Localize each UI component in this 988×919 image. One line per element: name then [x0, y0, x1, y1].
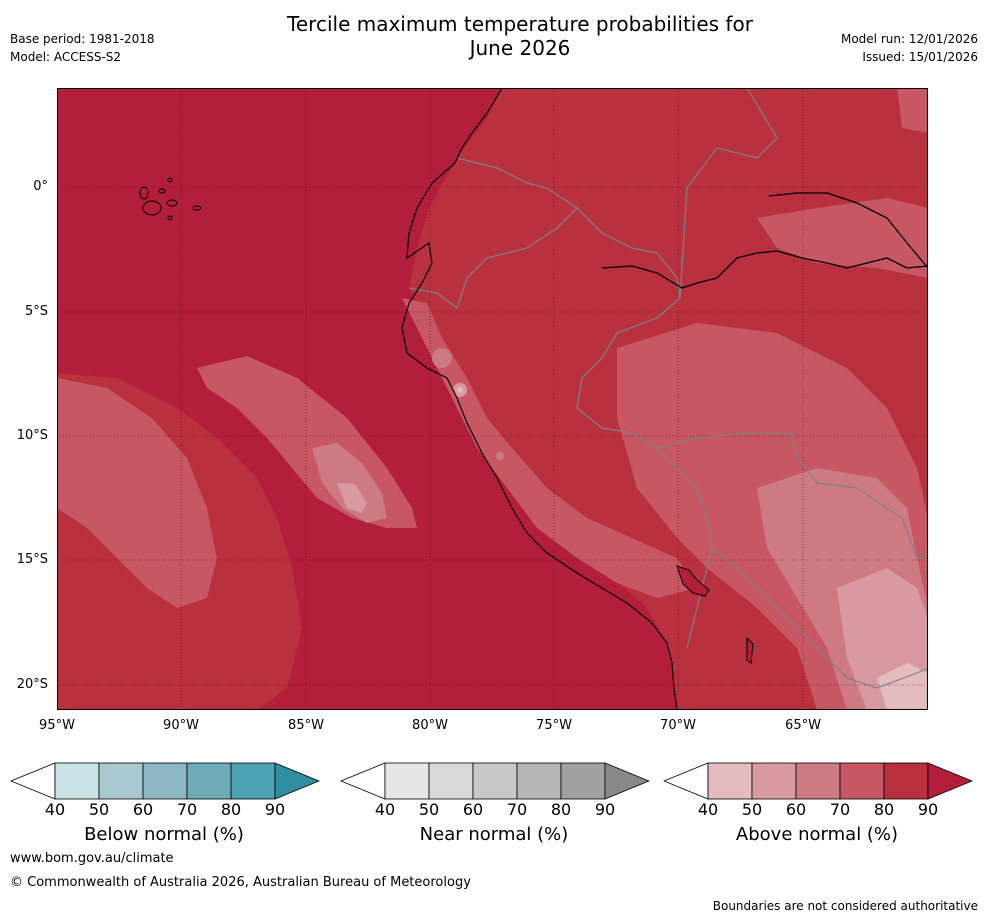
near-normal-colorbar-cell — [560, 762, 606, 800]
near-normal-colorbar-high-cap — [604, 762, 650, 800]
lat-label-20s: 20°S — [16, 677, 48, 692]
country-borders — [408, 88, 928, 689]
near-normal-colorbar-cell — [384, 762, 430, 800]
below-normal-colorbar-cell — [142, 762, 188, 800]
near-normal-colorbar-cell — [516, 762, 562, 800]
title-line-1: Tercile maximum temperature probabilitie… — [287, 12, 753, 36]
below-normal-tick-label: 70 — [176, 800, 198, 819]
below-normal-colorbar-high-cap — [274, 762, 320, 800]
map-panel[interactable] — [57, 88, 928, 710]
lake-titicaca — [676, 565, 710, 597]
below-normal-legend-title: Below normal (%) — [84, 824, 244, 845]
hotspot-b-core — [457, 387, 463, 393]
near-normal-colorbar-cell — [428, 762, 474, 800]
below-normal-colorbar — [10, 762, 320, 800]
lat-label-0: 0° — [33, 179, 48, 194]
lat-label-15s: 15°S — [16, 552, 48, 567]
model-run-label: Model run: 12/01/2026 — [840, 32, 978, 46]
map-border — [57, 88, 928, 710]
near-normal-tick-label: 50 — [418, 800, 440, 819]
below-normal-tick-label: 90 — [264, 800, 286, 819]
below-normal-tick-label: 50 — [88, 800, 110, 819]
above-normal-tick-label: 90 — [917, 800, 939, 819]
galapagos-islands — [139, 177, 202, 221]
bolivia-patch-60 — [767, 498, 847, 553]
lat-label-5s: 5°S — [24, 304, 48, 319]
above-normal-legend-title: Above normal (%) — [735, 824, 899, 845]
below-normal-tick-label: 40 — [44, 800, 66, 819]
above-normal-tick-label: 50 — [741, 800, 763, 819]
issued-label: Issued: 15/01/2026 — [862, 50, 978, 64]
near-normal-colorbar-low-cap — [340, 762, 386, 800]
east-land-40 — [877, 663, 928, 710]
below-normal-colorbar-cell — [186, 762, 232, 800]
lon-label-95w: 95°W — [39, 718, 75, 733]
amazon-river — [601, 192, 928, 289]
near-normal-tick-label: 60 — [462, 800, 484, 819]
graticule — [57, 88, 928, 710]
footer-note: Boundaries are not considered authoritat… — [712, 899, 978, 913]
below-normal-tick-label: 80 — [220, 800, 242, 819]
lake-poopo — [746, 636, 754, 664]
below-normal-colorbar-cell — [98, 762, 144, 800]
probability-map[interactable] — [57, 88, 928, 710]
hotspot-a — [432, 348, 452, 368]
ocean-anomaly-central-60 — [312, 443, 387, 523]
ocean-anomaly-west-70 — [57, 378, 217, 608]
near-normal-legend-title: Near normal (%) — [419, 824, 569, 845]
page-title: Tercile maximum temperature probabilitie… — [200, 12, 840, 60]
lon-label-90w: 90°W — [163, 718, 199, 733]
meta-left: Base period: 1981-2018 Model: ACCESS-S2 — [10, 30, 155, 66]
below-normal-colorbar-cell — [230, 762, 276, 800]
near-normal-tick-label: 70 — [506, 800, 528, 819]
lon-label-75w: 75°W — [536, 718, 572, 733]
near-normal-colorbar — [340, 762, 650, 800]
lon-label-70w: 70°W — [660, 718, 696, 733]
above-normal-colorbar-cell — [751, 762, 797, 800]
lon-label-85w: 85°W — [288, 718, 324, 733]
above-normal-tick-label: 40 — [697, 800, 719, 819]
hotspot-c — [496, 452, 504, 460]
near-normal-tick-label: 90 — [594, 800, 616, 819]
above-normal-colorbar-high-cap — [927, 762, 973, 800]
near-normal-tick-label: 80 — [550, 800, 572, 819]
model-label: Model: ACCESS-S2 — [10, 50, 122, 64]
lat-label-10s: 10°S — [16, 428, 48, 443]
above-normal-tick-label: 80 — [873, 800, 895, 819]
above-normal-colorbar-low-cap — [663, 762, 709, 800]
near-normal-colorbar-cell — [472, 762, 518, 800]
lon-label-80w: 80°W — [412, 718, 448, 733]
footer-copyright: © Commonwealth of Australia 2026, Austra… — [10, 875, 471, 890]
ocean-anomaly-central-50 — [337, 483, 367, 513]
above-normal-colorbar-cell — [795, 762, 841, 800]
base-period-label: Base period: 1981-2018 — [10, 32, 155, 46]
below-normal-colorbar-low-cap — [10, 762, 56, 800]
below-normal-colorbar-cell — [54, 762, 100, 800]
above-normal-colorbar-cell — [839, 762, 885, 800]
above-normal-colorbar-cell — [707, 762, 753, 800]
below-normal-tick-label: 60 — [132, 800, 154, 819]
meta-right: Model run: 12/01/2026 Issued: 15/01/2026 — [841, 30, 978, 66]
title-line-2: June 2026 — [469, 36, 571, 60]
footer-url-link[interactable]: www.bom.gov.au/climate — [10, 851, 174, 866]
above-normal-tick-label: 70 — [829, 800, 851, 819]
above-normal-colorbar — [663, 762, 973, 800]
above-normal-colorbar-cell — [883, 762, 929, 800]
northeast-patch-70b — [897, 88, 928, 133]
near-normal-tick-label: 40 — [374, 800, 396, 819]
coastline — [401, 88, 678, 710]
above-normal-tick-label: 60 — [785, 800, 807, 819]
coastal-belt-70 — [402, 298, 697, 598]
lon-label-65w: 65°W — [785, 718, 821, 733]
